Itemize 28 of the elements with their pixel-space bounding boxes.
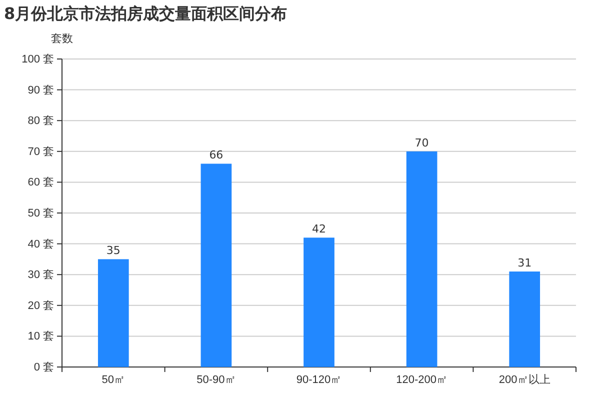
y-tick-label: 70 套 [28,146,54,158]
data-label: 70 [414,136,429,150]
y-tick-label: 50 套 [28,208,54,220]
bar [406,151,438,367]
x-tick-label: 50-90㎡ [196,374,236,386]
y-tick-label: 40 套 [28,238,54,250]
y-tick-label: 80 套 [28,115,54,128]
x-tick-label: 50㎡ [102,374,126,386]
y-tick-label: 90 套 [28,84,54,96]
bar [200,164,232,367]
y-axis-title: 套数 [51,32,73,45]
y-tick-label: 100 套 [22,54,54,66]
data-label: 31 [518,256,532,270]
x-tick-label: 120-200㎡ [396,374,448,386]
y-tick-label: 10 套 [28,330,54,343]
data-label: 35 [106,244,120,258]
x-tick-label: 90-120㎡ [296,374,342,386]
y-tick-label: 20 套 [28,300,54,312]
chart-title: 8月份北京市法拍房成交量面积区间分布 [4,4,288,23]
y-tick-label: 60 套 [28,176,54,189]
y-tick-label: 30 套 [28,269,54,282]
y-tick-label: 0 套 [34,362,54,374]
bar [98,259,129,367]
bar [509,272,540,367]
bar [304,238,334,367]
data-label: 66 [209,148,224,162]
x-tick-label: 200㎡以上 [498,372,550,386]
data-label: 42 [312,222,326,236]
